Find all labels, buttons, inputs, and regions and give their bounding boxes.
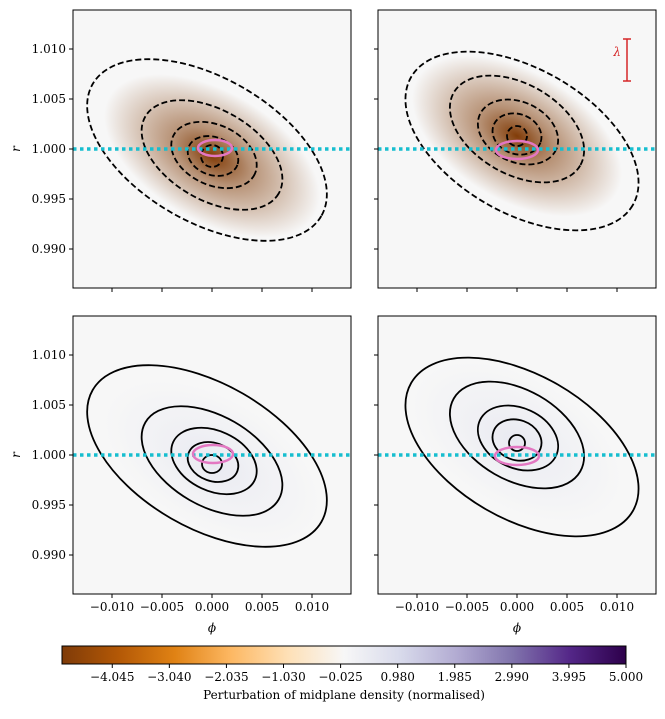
plot-area [378,38,656,232]
contour [491,112,543,156]
x-tick-label: −0.005 [140,600,184,614]
contour [508,434,526,452]
y-tick-label: 1.005 [32,398,66,412]
panel: 0.990 0.995 1.000 1.005 1.010 r [9,9,352,292]
y-tick-label: 0.995 [32,192,66,206]
panel: −0.010 −0.005 0.000 0.005 0.010 0.990 0.995 1.0… [9,315,352,635]
contour [404,356,640,538]
planet-marker [493,445,541,467]
colorbar-tick-label: 1.985 [438,670,472,684]
colorbar-tick-label: −0.025 [318,670,362,684]
contour [140,99,284,211]
y-tick-label: 0.990 [32,242,66,256]
contour [404,50,640,232]
x-axis-label: ϕ [513,621,521,635]
contour [86,364,328,548]
x-tick-label: −0.010 [90,600,134,614]
contour [170,120,258,190]
y-tick-label: 0.990 [32,548,66,562]
x-tick-label: 0.005 [245,600,279,614]
colorbar-tick-label: −2.035 [204,670,248,684]
colorbar-tick-label: −4.045 [90,670,134,684]
contour [86,58,328,242]
colorbar-tick-label: 5.000 [609,670,643,684]
x-tick-label: 0.005 [550,600,584,614]
contour [448,380,586,490]
colorbar: −4.045 −3.040 −2.035 −1.030 −0.025 0.980 1.985… [61,645,643,702]
y-tick-label: 1.000 [32,448,66,462]
y-axis-label: r [9,145,23,152]
panel: λ [374,9,657,292]
x-tick-label: 0.010 [600,600,634,614]
y-tick-label: 0.995 [32,498,66,512]
colorbar-gradient [61,645,627,665]
y-tick-label: 1.010 [32,42,66,56]
plot-area [73,364,351,548]
contour [506,125,528,147]
contour [491,418,543,462]
colorbar-tick-label: 2.990 [495,670,529,684]
x-tick-label: 0.000 [195,600,229,614]
plot-area [73,58,351,242]
x-tick-label: −0.005 [445,600,489,614]
y-tick-label: 1.000 [32,142,66,156]
contour [186,135,240,177]
x-tick-label: 0.000 [500,600,534,614]
colorbar-label: Perturbation of midplane density (normal… [203,688,485,702]
planet-marker [191,443,235,465]
y-axis-label: r [9,451,23,458]
contour [170,426,258,496]
colorbar-tick-label: 3.995 [552,670,586,684]
contour [140,405,284,517]
x-tick-label: −0.010 [395,600,439,614]
contour [186,441,240,483]
planet-marker [196,138,234,158]
colorbar-tick-label: 0.980 [380,670,414,684]
colorbar-tick-label: −3.040 [147,670,191,684]
x-tick-label: 0.010 [295,600,329,614]
y-tick-label: 1.010 [32,348,66,362]
planet-marker [494,139,540,161]
x-axis-label: ϕ [208,621,216,635]
contour [201,454,223,474]
y-tick-label: 1.005 [32,92,66,106]
scale-bar-label: λ [612,45,621,59]
contour [448,74,586,184]
colorbar-tick-label: −1.030 [261,670,305,684]
panel: −0.010 −0.005 0.000 0.005 0.010 ϕ [374,315,657,635]
plot-area [378,356,656,538]
field-peak [412,55,622,217]
